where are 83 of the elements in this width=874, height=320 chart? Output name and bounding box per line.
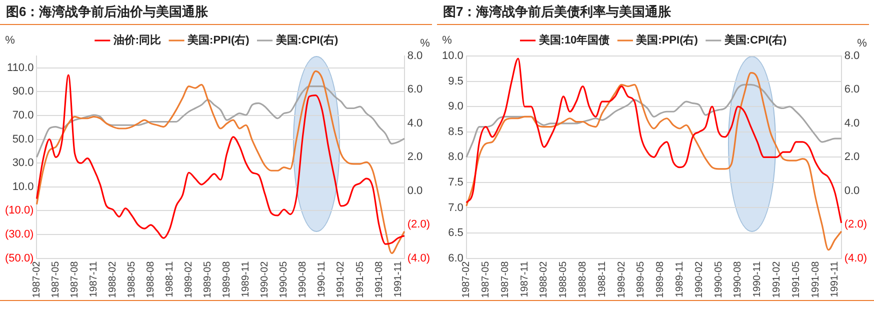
x-tick-label: 1987-05	[50, 260, 62, 298]
x-tick-label: 1990-08	[732, 260, 744, 298]
x-tick-label: 1991-11	[392, 260, 404, 298]
x-tick-label: 1991-08	[374, 260, 385, 298]
y2-tick-label: (2.0)	[844, 218, 868, 231]
x-tick-label: 1987-11	[519, 260, 530, 298]
x-tick-label: 1987-08	[70, 260, 81, 298]
legend-label: 美国:PPI(右)	[186, 34, 250, 47]
chart-title: 图7：海湾战争前后美债利率与美国通胀	[437, 0, 869, 25]
x-tick-label: 1990-05	[278, 260, 290, 298]
x-tick-label: 1991-02	[336, 260, 347, 298]
y-tick-label: 7.5	[448, 176, 464, 188]
y-tick-label: 70.0	[12, 110, 34, 122]
x-tick-label: 1989-05	[202, 260, 214, 298]
x-tick-label: 1988-02	[108, 260, 119, 298]
y-tick-label: 10.0	[442, 50, 464, 62]
y2-tick-label: 8.0	[844, 50, 860, 62]
y-tick-label: 30.0	[12, 157, 34, 170]
y2-tick-label: (2.0)	[407, 218, 430, 231]
x-tick-label: 1988-08	[146, 260, 157, 298]
y-tick-label: (10.0)	[4, 204, 34, 217]
y2-axis-title: %	[420, 38, 430, 50]
y2-tick-label: 4.0	[844, 117, 860, 130]
legend-label: 美国:CPI(右)	[723, 34, 788, 47]
y-tick-label: (30.0)	[4, 228, 34, 241]
x-tick-label: 1988-05	[558, 260, 570, 298]
x-tick-label: 1990-11	[752, 260, 764, 298]
x-tick-label: 1990-02	[260, 260, 271, 298]
y2-axis-title: %	[857, 38, 868, 50]
x-tick-label: 1991-08	[810, 260, 822, 298]
y-tick-label: 6.5	[448, 227, 464, 240]
x-tick-label: 1989-05	[636, 260, 647, 298]
y-tick-label: 10.0	[12, 180, 34, 193]
x-tick-label: 1988-11	[596, 260, 608, 298]
y-tick-label: 7.0	[448, 202, 464, 214]
x-tick-label: 1990-08	[298, 260, 309, 298]
x-tick-label: 1989-02	[616, 260, 628, 298]
x-tick-label: 1989-08	[655, 260, 666, 298]
y2-tick-label: 4.0	[407, 117, 423, 130]
y-tick-label: 8.5	[448, 126, 464, 138]
x-tick-label: 1991-05	[790, 260, 802, 298]
y-tick-label: 8.0	[448, 151, 464, 164]
y-tick-label: 50.0	[12, 133, 34, 146]
x-tick-label: 1991-05	[354, 260, 366, 298]
x-tick-label: 1989-11	[240, 260, 252, 298]
y-tick-label: (50.0)	[4, 252, 34, 264]
legend-label: 油价:同比	[112, 34, 162, 47]
y2-tick-label: (4.0)	[844, 252, 868, 264]
x-tick-label: 1991-11	[830, 260, 841, 298]
x-tick-label: 1987-02	[461, 260, 472, 298]
x-tick-label: 1989-08	[222, 260, 233, 298]
legend-label: 美国:CPI(右)	[274, 34, 338, 47]
x-tick-label: 1990-05	[713, 260, 724, 298]
x-tick-label: 1991-02	[771, 260, 782, 298]
y-tick-label: 90.0	[12, 86, 34, 98]
chart-title: 图6：海湾战争前后油价与美国通胀	[0, 0, 432, 25]
x-tick-label: 1989-11	[674, 260, 686, 298]
y-tick-label: 9.5	[448, 75, 464, 88]
x-tick-label: 1988-08	[578, 260, 589, 298]
x-tick-label: 1988-02	[538, 260, 550, 298]
y2-tick-label: 6.0	[844, 84, 860, 96]
legend-label: 美国:10年国债	[538, 34, 610, 47]
x-tick-label: 1990-11	[316, 260, 328, 298]
y-tick-label: 9.0	[448, 100, 464, 113]
y2-tick-label: 2.0	[844, 151, 860, 164]
x-tick-label: 1987-11	[88, 260, 100, 298]
y2-tick-label: 8.0	[407, 50, 423, 62]
y-tick-label: 6.0	[448, 252, 464, 264]
x-tick-label: 1988-05	[126, 260, 138, 298]
legend-label: 美国:PPI(右)	[635, 34, 698, 47]
y-axis-title: %	[442, 34, 452, 47]
x-tick-label: 1988-11	[164, 260, 176, 298]
x-tick-label: 1990-02	[694, 260, 705, 298]
x-tick-label: 1987-05	[480, 260, 492, 298]
y2-tick-label: 0.0	[844, 184, 860, 197]
y2-tick-label: 0.0	[407, 184, 423, 197]
y2-tick-label: 6.0	[407, 84, 423, 96]
y-tick-label: 110.0	[7, 62, 34, 74]
x-tick-label: 1989-02	[184, 260, 195, 298]
y2-tick-label: (4.0)	[407, 252, 430, 264]
y2-tick-label: 2.0	[407, 151, 423, 164]
y-axis-title: %	[5, 34, 16, 47]
x-tick-label: 1987-08	[500, 260, 511, 298]
